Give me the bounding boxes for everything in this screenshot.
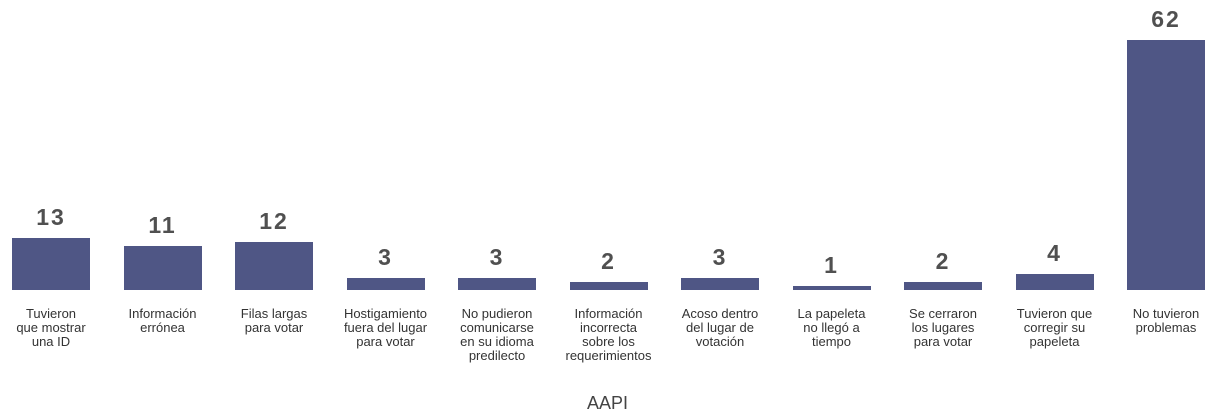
value-label: 1 — [824, 251, 839, 278]
category-label: Información incorrecta sobre los requeri… — [565, 306, 652, 363]
value-label: 3 — [378, 243, 393, 270]
category-label: Filas largas para votar — [240, 306, 308, 335]
category-label: No tuvieron problemas — [1132, 306, 1200, 335]
category-label: No pudieron comunicarse en su idioma pre… — [460, 306, 534, 363]
bar — [1015, 273, 1094, 290]
bar — [1127, 40, 1205, 290]
value-label: 2 — [935, 247, 951, 274]
value-label: 12 — [259, 207, 289, 234]
value-label: 62 — [1151, 6, 1181, 32]
category-label: Tuvieron que mostrar una ID — [16, 306, 86, 349]
value-label: 11 — [148, 211, 177, 238]
category-label: Se cerraron los lugares para votar — [909, 306, 977, 349]
bar — [792, 285, 871, 290]
category-label: Tuvieron que corregir su papeleta — [1016, 306, 1093, 349]
bar — [569, 281, 648, 290]
bar — [904, 281, 982, 290]
value-label: 4 — [1047, 239, 1062, 266]
value-label: 3 — [489, 243, 505, 270]
category-label: Acoso dentro del lugar de votación — [681, 306, 759, 349]
x-axis-label: AAPI — [586, 393, 629, 413]
category-label: Información errónea — [128, 306, 197, 335]
bar — [346, 277, 425, 290]
bar — [12, 237, 90, 290]
value-label: 2 — [601, 247, 616, 274]
bar — [681, 277, 759, 290]
value-label: 3 — [712, 243, 728, 270]
bar — [123, 245, 202, 290]
bar — [458, 277, 536, 290]
bar — [235, 241, 313, 290]
value-label: 13 — [36, 203, 66, 230]
category-label: La papeleta no llegó a tiempo — [797, 306, 866, 349]
category-label: Hostigamiento fuera del lugar para votar — [343, 306, 428, 349]
